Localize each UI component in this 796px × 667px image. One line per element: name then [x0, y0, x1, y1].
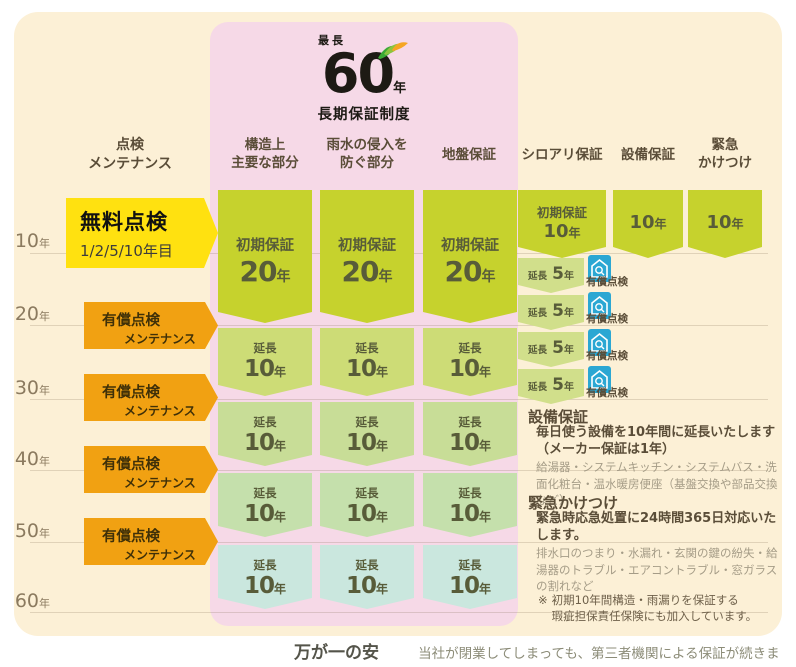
emergency-section-desc: 排水口のつまり・水漏れ・玄関の鍵の紛失・給湯器のトラブル・エアコントラブル・窓ガ…	[536, 546, 778, 594]
house-inspection-icon-3	[588, 329, 611, 356]
decade-line-40	[30, 470, 768, 471]
year-label-50: 50年	[14, 520, 50, 542]
extension-block-ground-4: 延長 10年	[423, 545, 517, 609]
initial-warranty-block-rainwater: 初期保証 20年	[320, 190, 414, 323]
paid-inspection-arrow-20: 有償点検 メンテナンス	[84, 302, 218, 349]
footer-label: 万が一の安心：	[294, 643, 379, 663]
column-header-structure: 構造上 主要な部分	[231, 137, 299, 172]
column-header-rainwater: 雨水の侵入を 防ぐ部分	[326, 137, 408, 172]
paid-inspection-arrow-40: 有償点検 メンテナンス	[84, 446, 218, 493]
emergency-section-bold: 緊急時応急処置に24時間365日対応いたします。	[536, 511, 777, 543]
year-label-20: 20年	[14, 303, 50, 325]
decade-line-50	[30, 542, 768, 543]
paid-check-label-1: 有償点検	[586, 276, 628, 288]
decade-line-60	[30, 612, 768, 613]
paid-check-label-2: 有償点検	[586, 313, 628, 325]
extension-block-rainwater-3: 延長 10年	[320, 473, 414, 537]
equipment-section-bold: 毎日使う設備を10年間に延長いたします （メーカー保証は1年）	[536, 425, 776, 457]
paid-check-label-3: 有償点検	[586, 350, 628, 362]
leaf-icon	[378, 42, 409, 59]
footnote-mark: ※	[538, 593, 548, 607]
termite-extension-block-2: 延長 5年	[518, 295, 584, 330]
paid-check-label-4: 有償点検	[586, 387, 628, 399]
column-header-ground: 地盤保証	[442, 147, 496, 163]
footnote: ※ 初期10年間構造・雨漏りを保証する 瑕疵担保責任保険にも加入しています。	[538, 592, 782, 624]
footer-text: 当社が閉業してしまっても、第三者機関による保証が続きます。	[418, 646, 780, 667]
termite-extension-block-4: 延長 5年	[518, 369, 584, 404]
logo-main: 60年	[322, 42, 409, 101]
paid-inspection-arrow-50: 有償点検 メンテナンス	[84, 518, 218, 565]
initial-warranty-block-ground: 初期保証 20年	[423, 190, 517, 323]
extension-block-rainwater-2: 延長 10年	[320, 402, 414, 466]
year-label-10: 10年	[14, 230, 50, 252]
emergency-warranty-block: 10年	[688, 190, 762, 258]
logo-subtitle: 長期保証制度	[317, 107, 411, 124]
decade-line-30	[30, 399, 768, 400]
column-header-inspection: 点検 メンテナンス	[88, 137, 172, 172]
equipment-section-desc: 給湯器・システムキッチン・システムバス・洗面化粧台・温水暖房便座（基盤交換や部品…	[536, 460, 778, 508]
column-header-termite: シロアリ保証	[521, 147, 603, 163]
initial-warranty-block-termite: 初期保証 10年	[518, 190, 606, 258]
column-header-equipment: 設備保証	[621, 147, 675, 163]
year-label-30: 30年	[14, 377, 50, 399]
termite-extension-block-3: 延長 5年	[518, 332, 584, 367]
footer-assurance: 万が一の安心： 当社が閉業してしまっても、第三者機関による保証が続きます。	[294, 638, 796, 667]
year-label-40: 40年	[14, 448, 50, 470]
logo-prefix: 最長	[318, 34, 346, 47]
extension-block-ground-3: 延長 10年	[423, 473, 517, 537]
free-inspection-badge: 無料点検 1/2/5/10年目	[66, 198, 218, 268]
paid-inspection-arrow-30: 有償点検 メンテナンス	[84, 374, 218, 421]
column-header-emergency: 緊急 かけつけ	[698, 137, 752, 172]
equipment-warranty-block: 10年	[613, 190, 683, 258]
extension-block-structure-1: 延長 10年	[218, 328, 312, 396]
extension-block-ground-2: 延長 10年	[423, 402, 517, 466]
equipment-section-title: 設備保証	[528, 408, 589, 426]
extension-block-rainwater-4: 延長 10年	[320, 545, 414, 609]
extension-block-structure-4: 延長 10年	[218, 545, 312, 609]
footnote-text: 初期10年間構造・雨漏りを保証する 瑕疵担保責任保険にも加入しています。	[551, 593, 758, 624]
free-inspection-subtitle: 1/2/5/10年目	[80, 242, 173, 260]
emergency-section-title: 緊急かけつけ	[528, 494, 619, 512]
house-inspection-icon-4	[588, 366, 611, 393]
extension-block-structure-2: 延長 10年	[218, 402, 312, 466]
year-label-60: 60年	[14, 590, 50, 612]
free-inspection-title: 無料点検	[80, 210, 168, 234]
extension-block-rainwater-1: 延長 10年	[320, 328, 414, 396]
logo-60years: 最長 60年 長期保証制度	[304, 32, 424, 124]
logo-unit: 年	[393, 81, 407, 96]
initial-warranty-block-structure: 初期保証 20年	[218, 190, 312, 323]
house-inspection-icon-2	[588, 292, 611, 319]
decade-line-20	[30, 325, 768, 326]
extension-block-structure-3: 延長 10年	[218, 473, 312, 537]
termite-extension-block-1: 延長 5年	[518, 258, 584, 293]
house-inspection-icon-1	[588, 255, 611, 282]
extension-block-ground-1: 延長 10年	[423, 328, 517, 396]
